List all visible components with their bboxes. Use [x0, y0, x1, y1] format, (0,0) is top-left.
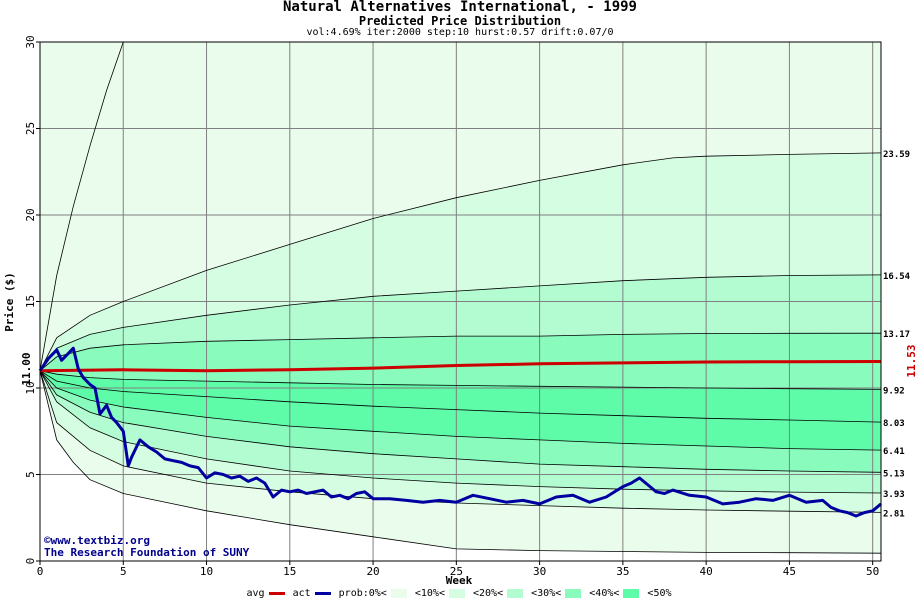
simulation-parameters: vol:4.69% iter:2000 step:10 hurst:0.57 d… [306, 27, 614, 38]
band-lower-0-10 [40, 370, 881, 554]
legend-band-20-30-swatch [507, 588, 524, 598]
x-tick-label: 0 [37, 565, 44, 578]
end-value-label: 8.03 [883, 419, 905, 429]
legend-act-swatch [314, 591, 331, 595]
legend-band-10-20-swatch [448, 588, 465, 598]
chart-title: Natural Alternatives International, - 19… [282, 0, 637, 15]
band-upper-20-30 [40, 274, 881, 371]
legend-avg-swatch [268, 591, 285, 595]
end-value-label: 13.17 [883, 330, 910, 340]
probability-bands [40, 42, 881, 554]
y-tick-label: 5 [24, 471, 37, 478]
band-lower-30-40 [40, 370, 881, 473]
y-tick-label: 20 [24, 208, 37, 221]
x-tick-label: 15 [283, 565, 296, 578]
percentile-curve-10 [39, 370, 882, 554]
legend-band-30-40-swatch [565, 588, 582, 598]
percentile-curve-0 [39, 41, 124, 371]
x-axis-ticks: 0 5 10 15 20 25 30 35 40 45 50 [37, 561, 879, 578]
legend-band-0-10-swatch [390, 588, 407, 598]
band-upper-0-10 [40, 42, 881, 371]
y-axis-ticks: 0 5 10 15 20 25 30 [24, 35, 40, 564]
y-tick-label: 0 [24, 558, 37, 565]
y-tick-label: 25 [24, 122, 37, 135]
legend-avg-label: avg [246, 588, 265, 599]
watermark: ©www.textbiz.org The Research Foundation… [44, 535, 249, 559]
band-upper-30-40 [40, 333, 881, 390]
y-tick-label: 15 [24, 295, 37, 308]
legend-p50-label: <50% [647, 588, 672, 599]
x-tick-label: 35 [616, 565, 629, 578]
band-lower-40-50 [40, 370, 881, 451]
start-value-label: 11.00 [20, 352, 33, 385]
legend: avg act prob:0%< <10%< <20%< <30%< <40%<… [0, 588, 920, 599]
y-tick-label: 30 [24, 35, 37, 48]
y-tick-label: 10 [24, 381, 37, 394]
band-upper-10-20 [40, 152, 881, 371]
end-value-label: 23.59 [883, 150, 910, 160]
x-tick-label: 25 [450, 565, 463, 578]
band-lower-10-20 [40, 370, 881, 513]
watermark-site: ©www.textbiz.org [44, 534, 150, 547]
x-tick-label: 40 [700, 565, 713, 578]
x-axis-label: Week [446, 574, 473, 587]
legend-p10-label: <10%< [414, 588, 445, 599]
end-value-label: 3.93 [883, 490, 905, 500]
end-value-label: 16.54 [883, 272, 911, 282]
series-line-act [38, 346, 882, 518]
y-axis-label: Price ($) [3, 272, 16, 332]
band-lower-20-30 [40, 370, 881, 493]
percentile-curve-1 [39, 152, 882, 371]
legend-act-label: act [292, 588, 311, 599]
legend-prob-label: prob:0%< [338, 588, 387, 599]
end-value-label: 5.13 [883, 469, 905, 479]
percentile-curves [39, 41, 882, 554]
end-value-labels: 23.59 16.54 13.17 9.92 8.03 6.41 5.13 3.93 2.81 [883, 150, 911, 519]
end-value-label: 9.92 [883, 386, 905, 396]
percentile-curve-4 [39, 370, 882, 390]
legend-p40-label: <40%< [589, 588, 620, 599]
percentile-curve-5 [39, 370, 882, 423]
x-tick-label: 50 [866, 565, 879, 578]
percentile-curve-3 [39, 332, 882, 372]
x-tick-label: 30 [533, 565, 546, 578]
end-value-label: 6.41 [883, 447, 905, 457]
legend-p30-label: <30%< [531, 588, 562, 599]
percentile-curve-8 [39, 370, 882, 494]
x-tick-label: 10 [200, 565, 213, 578]
data-series [38, 346, 882, 518]
percentile-curve-6 [39, 370, 882, 451]
x-tick-label: 5 [120, 565, 127, 578]
x-tick-label: 20 [366, 565, 379, 578]
legend-band-40-50-swatch [623, 588, 640, 598]
avg-end-value-label: 11.53 [905, 344, 918, 377]
series-line-avg [39, 360, 882, 373]
chart-subtitle: Predicted Price Distribution [358, 14, 562, 28]
x-tick-label: 45 [783, 565, 796, 578]
band-central-40-50 [40, 370, 881, 423]
watermark-org: The Research Foundation of SUNY [44, 546, 250, 559]
end-value-label: 2.81 [883, 509, 905, 519]
percentile-curve-7 [39, 370, 882, 473]
legend-p20-label: <20%< [473, 588, 504, 599]
percentile-curve-2 [39, 274, 882, 371]
